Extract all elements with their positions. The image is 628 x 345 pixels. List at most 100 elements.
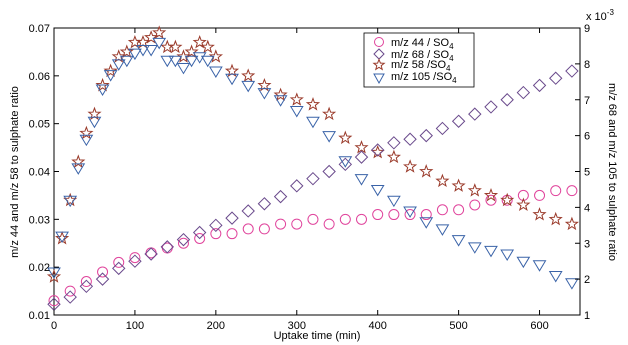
legend-entry: m/z 58 /SO4 (372, 58, 451, 73)
legend-label-text: m/z 105 /SO (391, 71, 453, 83)
data-point (386, 195, 401, 208)
data-point (152, 37, 167, 50)
y-right-tick-label: 1 (584, 310, 590, 322)
x-tick-label: 500 (449, 320, 467, 332)
right-axis-multiplier: x 10-3 (586, 8, 614, 23)
y-left-tick-label: 0.01 (29, 310, 50, 322)
legend-label: m/z 68 / SO4 (391, 49, 454, 63)
y-right-tick-label: 8 (584, 59, 590, 71)
data-point (184, 55, 199, 68)
data-point (113, 256, 125, 268)
data-point (322, 164, 336, 179)
y-left-tick-label: 0.07 (29, 23, 50, 35)
data-point (80, 276, 92, 288)
data-point (404, 209, 416, 221)
data-point (258, 223, 270, 235)
data-point (273, 95, 288, 107)
legend-marker (373, 73, 385, 85)
y-right-tick-label: 9 (584, 23, 590, 35)
data-point (257, 88, 272, 100)
data-point (192, 34, 207, 49)
data-point (435, 173, 450, 188)
data-point (305, 97, 321, 111)
data-point (273, 189, 288, 204)
data-point (419, 164, 434, 178)
data-point (548, 271, 563, 283)
data-point (516, 256, 531, 269)
data-point (322, 131, 337, 143)
data-point (436, 204, 448, 216)
data-point (549, 71, 563, 85)
data-point (47, 267, 61, 279)
data-point (224, 63, 240, 78)
legend-entry: m/z 44 / SO4 (374, 37, 454, 51)
data-point (388, 209, 400, 221)
data-point (87, 116, 102, 129)
data-point (160, 55, 175, 68)
data-point (111, 59, 126, 71)
data-point (225, 211, 239, 225)
data-point (307, 213, 319, 225)
data-point (387, 136, 401, 150)
data-point (338, 157, 353, 172)
data-point (306, 171, 320, 186)
data-point (338, 156, 353, 168)
data-point (241, 204, 255, 218)
data-point (516, 85, 531, 100)
y-left-tick-label: 0.06 (29, 71, 50, 83)
x-tick-label: 200 (207, 320, 225, 332)
data-point (550, 185, 562, 197)
data-point (225, 73, 239, 86)
y-right-tick-label: 6 (584, 131, 590, 143)
data-point (548, 211, 563, 226)
data-point (128, 254, 142, 268)
data-point (354, 150, 369, 164)
y-axis-label-left: m/z 44 and m/z 58 to sulphate ratio (9, 86, 21, 258)
data-point (403, 206, 417, 218)
data-point (135, 35, 151, 49)
data-point (111, 49, 126, 63)
data-point (354, 174, 369, 186)
data-point (208, 66, 223, 79)
data-point (168, 39, 183, 54)
legend-marker (374, 37, 384, 47)
data-point (63, 290, 77, 304)
data-point (144, 30, 159, 44)
data-point (241, 80, 256, 93)
legend-label-sub: 4 (452, 76, 457, 85)
data-point (566, 185, 578, 197)
data-point (484, 100, 498, 114)
data-point (210, 228, 222, 240)
data-point (435, 121, 450, 136)
data-point (209, 218, 223, 233)
data-point (48, 295, 60, 307)
data-point (500, 93, 514, 107)
data-point (112, 261, 126, 276)
data-point (241, 68, 256, 82)
data-point (119, 55, 134, 68)
data-point (136, 45, 150, 57)
data-point (144, 45, 158, 57)
data-point (370, 143, 385, 157)
x-tick-label: 400 (369, 320, 387, 332)
data-point (160, 240, 174, 254)
y-right-tick-label: 3 (584, 238, 590, 250)
data-point (119, 44, 134, 59)
data-point (565, 64, 579, 78)
plot-area (53, 27, 581, 316)
legend-entry: m/z 105 /SO4 (373, 71, 457, 85)
data-point (55, 231, 70, 245)
y-left-tick-label: 0.05 (29, 119, 50, 131)
data-point (467, 183, 482, 197)
data-point (516, 197, 531, 211)
data-point (275, 218, 287, 230)
x-tick-label: 0 (51, 320, 57, 332)
data-point (532, 78, 547, 93)
data-point (64, 285, 76, 297)
data-point (87, 106, 102, 121)
data-point (79, 134, 94, 147)
data-point (152, 25, 167, 39)
data-point (289, 92, 304, 106)
data-point (469, 199, 481, 211)
